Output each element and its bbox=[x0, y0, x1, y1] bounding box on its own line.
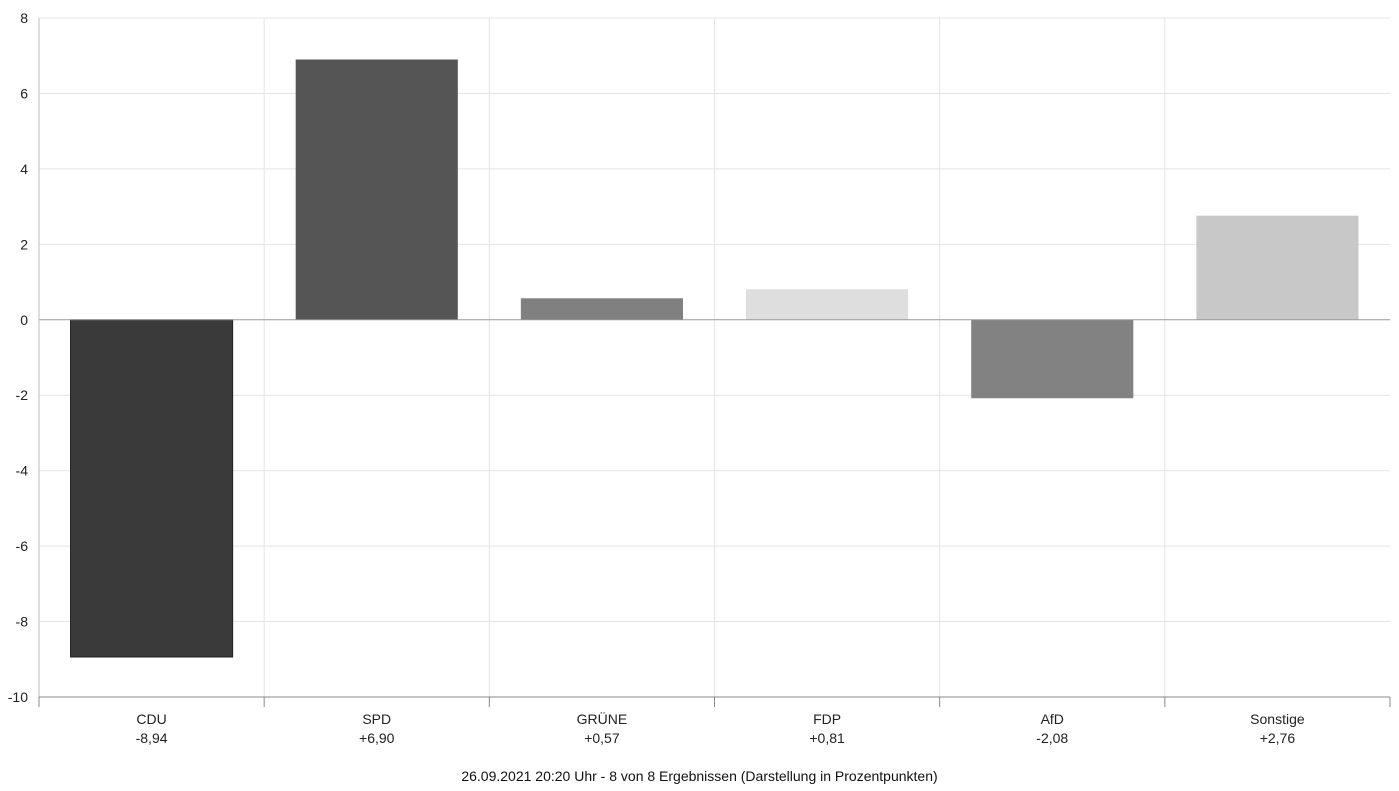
y-tick-label: -2 bbox=[16, 387, 29, 403]
bar-value-label: +2,76 bbox=[1260, 730, 1296, 746]
bar-value-label: +0,57 bbox=[584, 730, 620, 746]
bars bbox=[70, 59, 1359, 658]
bar-value-label: +6,90 bbox=[359, 730, 395, 746]
y-tick-label: 2 bbox=[20, 236, 28, 252]
x-category-label: SPD bbox=[362, 711, 391, 727]
y-tick-label: 6 bbox=[20, 85, 28, 101]
y-tick-label: 0 bbox=[20, 312, 28, 328]
bar-value-label: -8,94 bbox=[136, 730, 168, 746]
bar-afd bbox=[971, 319, 1134, 399]
bar-value-label: +0,81 bbox=[809, 730, 845, 746]
bar-sonstige bbox=[1196, 215, 1359, 320]
bar-cdu bbox=[70, 319, 234, 658]
bar-fdp bbox=[746, 289, 909, 320]
x-category-label: CDU bbox=[136, 711, 166, 727]
x-category-label: Sonstige bbox=[1250, 711, 1305, 727]
bar-grüne bbox=[520, 298, 683, 320]
x-category-labels: CDU -8,94 SPD +6,90 GRÜNE +0,57 FDP +0,81 AfD -2,… bbox=[136, 710, 1305, 746]
x-category-label: GRÜNE bbox=[577, 710, 628, 727]
chart-caption: 26.09.2021 20:20 Uhr - 8 von 8 Ergebniss… bbox=[461, 768, 938, 784]
y-tick-label: 8 bbox=[20, 10, 28, 26]
y-tick-label: 4 bbox=[20, 161, 28, 177]
y-tick-label: -10 bbox=[8, 689, 28, 705]
axes bbox=[38, 18, 1391, 707]
y-tick-labels: 8 6 4 2 0 -2 -4 -6 -8 -10 bbox=[8, 10, 28, 705]
y-tick-label: -8 bbox=[16, 614, 29, 630]
x-category-label: FDP bbox=[813, 711, 841, 727]
y-tick-label: -6 bbox=[16, 538, 29, 554]
bar-spd bbox=[295, 59, 458, 320]
grid-lines bbox=[39, 17, 1390, 698]
bar-value-label: -2,08 bbox=[1036, 730, 1068, 746]
y-tick-label: -4 bbox=[16, 463, 29, 479]
x-category-label: AfD bbox=[1041, 711, 1064, 727]
